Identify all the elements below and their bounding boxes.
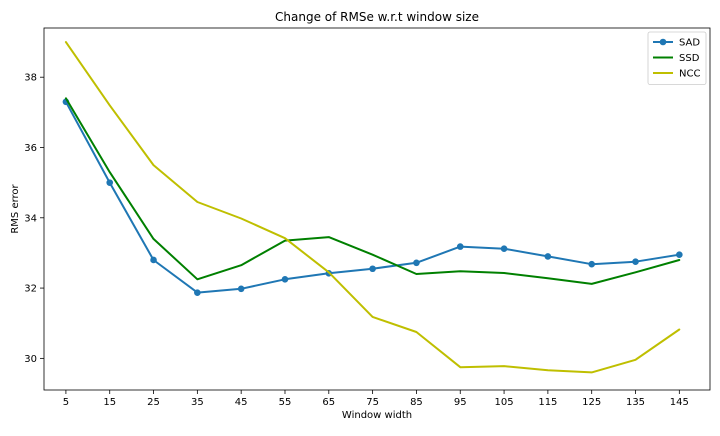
x-tick-label: 95 bbox=[454, 397, 467, 408]
series-ncc bbox=[64, 41, 681, 374]
x-tick-label: 45 bbox=[235, 397, 248, 408]
chart-title: Change of RMSe w.r.t window size bbox=[275, 10, 479, 24]
data-point-sad bbox=[544, 253, 552, 260]
data-point-sad bbox=[588, 260, 595, 268]
y-tick-label: 38 bbox=[24, 73, 37, 84]
data-point-sad bbox=[369, 265, 376, 273]
x-tick-label: 125 bbox=[582, 397, 601, 408]
data-point-sad bbox=[237, 285, 245, 293]
x-tick-label: 55 bbox=[279, 397, 292, 408]
legend-item-sad: SAD bbox=[653, 38, 700, 49]
data-point-sad bbox=[413, 259, 420, 267]
data-point-sad bbox=[281, 275, 289, 283]
legend-label-ncc: NCC bbox=[679, 69, 700, 80]
legend-item-ncc: NCC bbox=[653, 69, 700, 80]
data-point-sad bbox=[456, 243, 464, 250]
x-tick-label: 135 bbox=[626, 397, 645, 408]
series-line-ssd bbox=[64, 97, 681, 285]
series-ssd bbox=[64, 97, 681, 285]
data-point-sad bbox=[500, 245, 508, 253]
series-line-ncc bbox=[64, 41, 681, 374]
x-tick-label: 105 bbox=[495, 397, 514, 408]
x-tick-label: 85 bbox=[410, 397, 423, 408]
x-tick-label: 15 bbox=[103, 397, 116, 408]
legend-item-ssd: SSD bbox=[653, 53, 700, 64]
x-axis-title: Window width bbox=[342, 410, 412, 421]
x-tick-label: 5 bbox=[63, 397, 69, 408]
y-tick-label: 30 bbox=[24, 354, 37, 365]
y-tick-label: 32 bbox=[24, 284, 37, 295]
x-tick-label: 25 bbox=[147, 397, 160, 408]
legend-marker-sad bbox=[659, 38, 667, 46]
x-tick-label: 145 bbox=[670, 397, 689, 408]
data-point-sad bbox=[194, 289, 201, 296]
data-point-sad bbox=[632, 258, 639, 266]
x-tick-label: 75 bbox=[366, 397, 379, 408]
x-tick-label: 65 bbox=[322, 397, 335, 408]
y-tick-label: 34 bbox=[24, 213, 37, 224]
series-sad bbox=[62, 98, 683, 296]
data-point-sad bbox=[106, 179, 114, 186]
x-tick-label: 35 bbox=[191, 397, 204, 408]
series-line-sad bbox=[64, 100, 681, 294]
y-axis-title: RMS error bbox=[10, 183, 21, 233]
y-tick-label: 36 bbox=[24, 143, 37, 154]
legend-label-sad: SAD bbox=[679, 38, 700, 49]
x-tick-label: 115 bbox=[538, 397, 557, 408]
legend-label-ssd: SSD bbox=[679, 53, 700, 64]
data-point-sad bbox=[150, 256, 157, 264]
plot-frame bbox=[43, 27, 711, 391]
data-point-sad bbox=[676, 251, 683, 258]
